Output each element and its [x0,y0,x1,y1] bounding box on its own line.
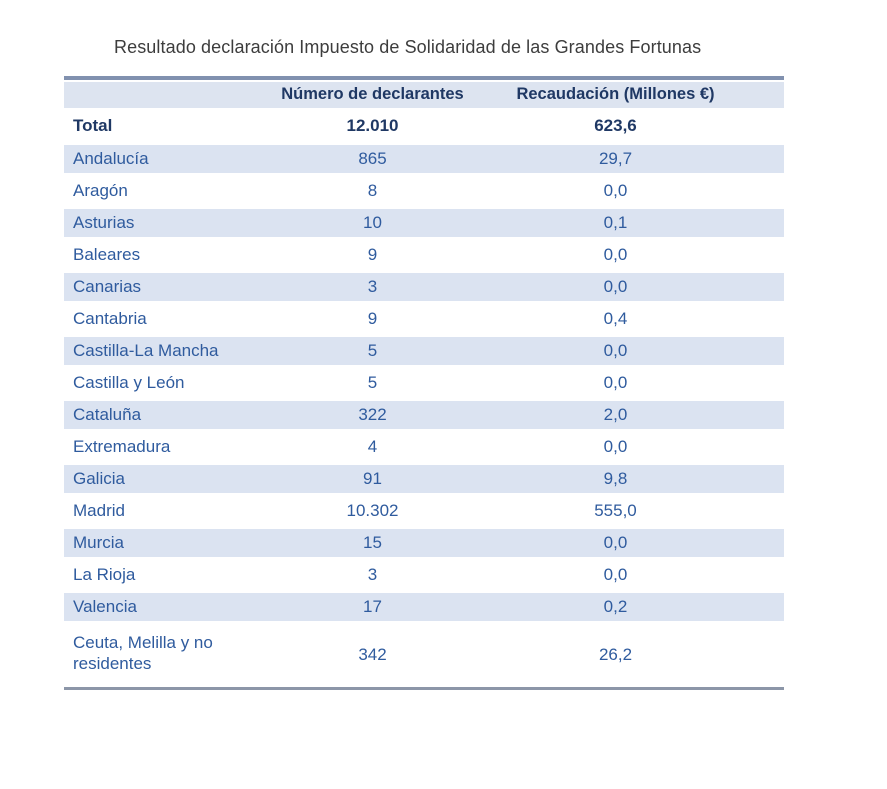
table-row: Castilla y León 5 0,0 [64,367,784,399]
document-page: Resultado declaración Impuesto de Solida… [0,36,887,690]
region-declarantes-value: 5 [367,373,378,392]
region-recaudacion-value: 0,0 [603,437,628,456]
region-declarantes-value: 9 [367,309,378,328]
table-row: Galicia 91 9,8 [64,463,784,495]
region-recaudacion-value: 555,0 [594,501,637,520]
region-recaudacion-value: 0,0 [489,271,784,303]
region-declarantes-value: 91 [256,463,489,495]
region-label: Cataluña [64,399,256,431]
region-recaudacion-value: 29,7 [489,143,784,175]
region-label: Andalucía [64,143,256,175]
page-title: Resultado declaración Impuesto de Solida… [114,37,702,57]
region-declarantes-value: 17 [256,591,489,623]
region-label: Asturias [64,207,256,239]
region-declarantes-value: 865 [256,143,489,175]
region-recaudacion-value: 0,1 [489,207,784,239]
region-declarantes-value: 8 [367,181,378,200]
table-row: La Rioja 3 0,0 [64,559,784,591]
table-row: Baleares 9 0,0 [64,239,784,271]
region-recaudacion-value: 0,2 [489,591,784,623]
total-row: Total 12.010 623,6 [64,108,784,143]
region-label: Castilla-La Mancha [64,335,256,367]
header-row: Número de declarantes Recaudación (Millo… [64,76,784,108]
region-declarantes-value: 5 [256,335,489,367]
region-label: Extremadura [73,437,171,456]
region-label: Ceuta, Melilla y no residentes [73,633,213,673]
region-label: Cantabria [73,309,147,328]
total-label: Total [73,115,113,135]
region-declarantes-value: 342 [358,645,387,664]
region-recaudacion-value: 26,2 [598,645,633,664]
table-row: Murcia 15 0,0 [64,527,784,559]
column-header-declarantes: Número de declarantes [256,76,489,108]
table-row: Castilla-La Mancha 5 0,0 [64,335,784,367]
results-table: Número de declarantes Recaudación (Millo… [64,76,784,690]
table-row: Cantabria 9 0,4 [64,303,784,335]
region-declarantes-value: 3 [256,271,489,303]
region-recaudacion-value: 0,0 [489,527,784,559]
region-label: La Rioja [73,565,136,584]
region-label: Baleares [73,245,141,264]
region-recaudacion-value: 0,0 [603,373,628,392]
region-declarantes-value: 10 [256,207,489,239]
region-label: Castilla y León [73,373,185,392]
region-label: Galicia [64,463,256,495]
region-label: Valencia [64,591,256,623]
region-recaudacion-value: 2,0 [489,399,784,431]
table-row: Ceuta, Melilla y no residentes 342 26,2 [64,623,784,687]
region-declarantes-value: 4 [367,437,378,456]
region-declarantes-value: 10.302 [346,501,399,520]
region-label: Canarias [64,271,256,303]
region-label: Madrid [73,501,125,520]
total-declarantes-value: 12.010 [346,115,399,135]
region-declarantes-value: 3 [367,565,378,584]
region-label: Murcia [64,527,256,559]
region-recaudacion-value: 9,8 [489,463,784,495]
table-row: Extremadura 4 0,0 [64,431,784,463]
total-recaudacion-value: 623,6 [594,115,637,135]
region-recaudacion-value: 0,4 [603,309,628,328]
region-recaudacion-value: 0,0 [603,245,628,264]
table-row: Asturias 10 0,1 [64,207,784,239]
region-recaudacion-value: 0,0 [603,181,628,200]
region-declarantes-value: 15 [256,527,489,559]
column-header-recaudacion: Recaudación (Millones €) [489,76,784,108]
region-recaudacion-value: 0,0 [603,565,628,584]
region-recaudacion-value: 0,0 [489,335,784,367]
table-row: Canarias 3 0,0 [64,271,784,303]
region-declarantes-value: 9 [367,245,378,264]
table-row: Valencia 17 0,2 [64,591,784,623]
column-header-region [64,76,256,108]
region-label: Aragón [73,181,128,200]
table-row: Madrid 10.302 555,0 [64,495,784,527]
table-row: Cataluña 322 2,0 [64,399,784,431]
table-row: Aragón 8 0,0 [64,175,784,207]
region-declarantes-value: 322 [256,399,489,431]
table-row: Andalucía 865 29,7 [64,143,784,175]
